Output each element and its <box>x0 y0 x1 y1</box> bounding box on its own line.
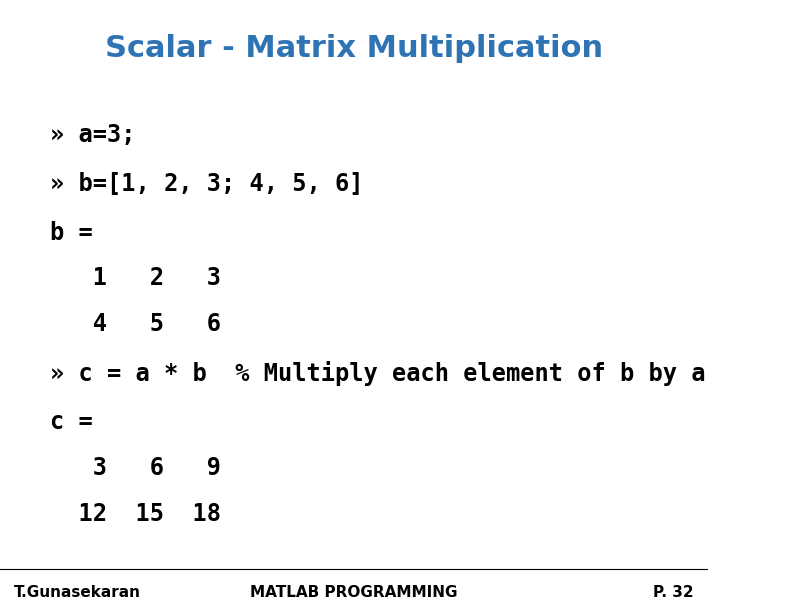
Text: P. 32: P. 32 <box>653 584 693 600</box>
Text: b =: b = <box>50 220 92 245</box>
Text: » a=3;: » a=3; <box>50 122 135 147</box>
Text: 12  15  18: 12 15 18 <box>50 502 220 526</box>
Text: » c = a * b  % Multiply each element of b by a: » c = a * b % Multiply each element of b… <box>50 361 705 386</box>
Text: MATLAB PROGRAMMING: MATLAB PROGRAMMING <box>250 584 458 600</box>
Text: 3   6   9: 3 6 9 <box>50 456 220 480</box>
Text: T.Gunasekaran: T.Gunasekaran <box>14 584 141 600</box>
Text: c =: c = <box>50 410 92 435</box>
Text: Scalar - Matrix Multiplication: Scalar - Matrix Multiplication <box>105 34 603 64</box>
Text: 4   5   6: 4 5 6 <box>50 312 220 337</box>
Text: » b=[1, 2, 3; 4, 5, 6]: » b=[1, 2, 3; 4, 5, 6] <box>50 171 363 196</box>
Text: 1   2   3: 1 2 3 <box>50 266 220 291</box>
